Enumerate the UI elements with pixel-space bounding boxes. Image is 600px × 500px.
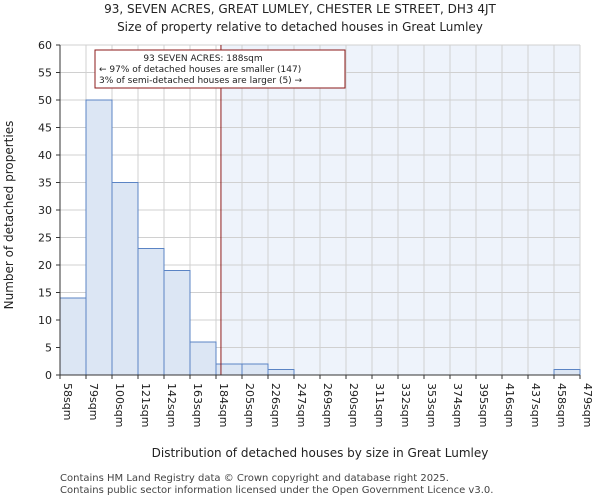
x-tick-label: 458sqm [555,383,568,427]
plot-area: 0 5 10 15 20 25 30 35 40 45 50 55 60 58sqm 79sqm 100sqm… [38,39,594,427]
y-tick-label: 55 [38,67,52,80]
y-tick-label: 10 [38,314,52,327]
x-tick-label: 226sqm [269,383,282,427]
y-tick-label: 15 [38,287,52,300]
y-tick-label: 35 [38,177,52,190]
x-tick-label: 416sqm [503,383,516,427]
annotation-line-3: 3% of semi-detached houses are larger (5… [99,76,303,86]
x-tick-label: 79sqm [87,383,100,420]
x-tick-label: 353sqm [425,383,438,427]
bar-100sqm [111,182,139,376]
annotation-line-1: 93 SEVEN ACRES: 188sqm [143,54,262,64]
bar-458sqm [553,369,581,376]
y-tick-label: 20 [38,259,52,272]
bar-79sqm [85,99,113,376]
y-tick-label: 25 [38,232,52,245]
chart-title: 93, SEVEN ACRES, GREAT LUMLEY, CHESTER L… [104,2,496,16]
x-tick-label: 247sqm [295,383,308,427]
bar-58sqm [59,297,87,376]
x-tick-label: 311sqm [373,383,386,427]
x-tick-label: 437sqm [529,383,542,427]
footer-line-2: Contains public sector information licen… [60,485,493,496]
x-tick-label: 121sqm [139,383,152,427]
x-tick-label: 395sqm [477,383,490,427]
y-tick-label: 5 [45,342,52,355]
x-tick-label: 479sqm [581,383,594,427]
x-tick-label: 205sqm [243,383,256,427]
x-tick-label: 100sqm [113,383,126,427]
annotation-line-2: ← 97% of detached houses are smaller (14… [99,65,301,75]
bar-184sqm [215,363,243,376]
bar-121sqm [137,248,165,376]
x-tick-label: 184sqm [217,383,230,427]
annotation-box: 93 SEVEN ACRES: 188sqm ← 97% of detached… [94,49,346,89]
y-tick-label: 0 [45,369,52,382]
y-tick-label: 60 [38,39,52,52]
x-axis-label: Distribution of detached houses by size … [152,446,489,460]
y-axis-label: Number of detached properties [2,121,16,310]
x-tick-label: 332sqm [399,383,412,427]
x-tick-label: 58sqm [61,383,74,420]
y-tick-label: 40 [38,149,52,162]
bar-163sqm [189,341,217,376]
x-tick-label: 269sqm [321,383,334,427]
bar-142sqm [163,270,191,376]
bar-226sqm [267,369,295,376]
x-tick-label: 374sqm [451,383,464,427]
footer-line-1: Contains HM Land Registry data © Crown c… [60,473,449,484]
x-tick-label: 290sqm [347,383,360,427]
x-tick-label: 142sqm [165,383,178,427]
bar-205sqm [241,363,269,376]
chart-subtitle: Size of property relative to detached ho… [117,20,483,34]
x-tick-label: 163sqm [191,383,204,427]
y-tick-label: 50 [38,94,52,107]
y-tick-label: 30 [38,204,52,217]
y-tick-label: 45 [38,122,52,135]
